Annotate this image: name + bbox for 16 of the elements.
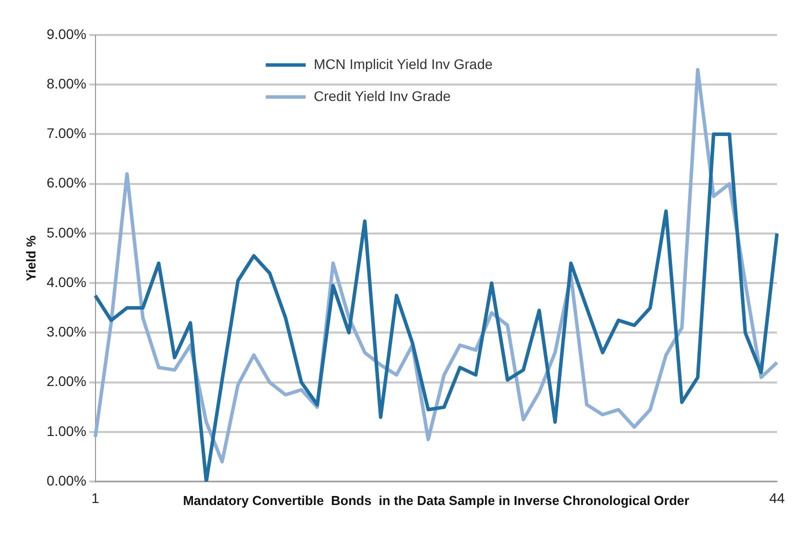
x-tick-label: 44 bbox=[769, 490, 785, 506]
y-tick-label: 7.00% bbox=[46, 125, 86, 142]
y-tick-label: 1.00% bbox=[46, 422, 86, 439]
y-tick-label: 2.00% bbox=[46, 373, 86, 390]
x-axis-title: Mandatory Convertible Bonds in the Data Sample in Inverse Chronological Order bbox=[182, 492, 690, 508]
legend-label: MCN Implicit Yield Inv Grade bbox=[314, 56, 493, 72]
y-tick-label: 8.00% bbox=[46, 75, 86, 92]
y-tick-label: 0.00% bbox=[46, 472, 86, 488]
y-tick-label: 5.00% bbox=[46, 224, 86, 240]
y-tick-label: 9.00% bbox=[46, 26, 86, 42]
y-tick-label: 6.00% bbox=[46, 174, 86, 191]
y-axis-title: Yield % bbox=[23, 234, 38, 282]
legend-label: Credit Yield Inv Grade bbox=[314, 88, 451, 104]
x-tick-label: 1 bbox=[91, 490, 100, 506]
y-tick-label: 3.00% bbox=[46, 324, 86, 340]
y-tick-label: 4.00% bbox=[46, 274, 86, 290]
